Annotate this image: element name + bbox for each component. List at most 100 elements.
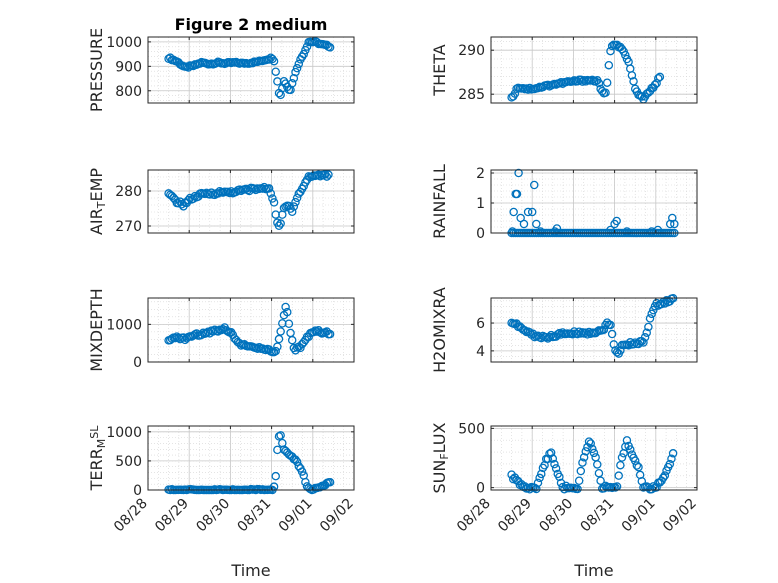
data-point: [530, 180, 539, 190]
x-tick-label: 08/29: [152, 496, 192, 536]
data-point: [269, 198, 279, 207]
axes-frame: [490, 297, 698, 363]
data-point: [297, 467, 307, 476]
plot-area: [148, 426, 354, 490]
data-point: [289, 74, 299, 83]
data-point: [650, 80, 660, 89]
y-tick-label: 0: [476, 481, 485, 497]
y-tick-label: 2: [476, 166, 485, 182]
data-point: [291, 67, 300, 77]
axes-frame: [490, 169, 698, 234]
y-tick-label: 290: [458, 43, 485, 59]
x-tick-label: 09/02: [317, 496, 357, 536]
y-axis-label-part: MIXDEPTH: [87, 288, 106, 371]
data-point: [276, 431, 285, 440]
data-point: [670, 219, 679, 229]
y-tick-label: 500: [115, 454, 142, 470]
data-point: [271, 471, 280, 481]
data-point: [273, 342, 282, 351]
data-point: [268, 194, 277, 203]
data-point: [606, 320, 615, 330]
data-point: [291, 197, 300, 207]
plot-area: [491, 170, 697, 233]
data-point: [294, 59, 304, 69]
y-tick-label: 4: [476, 344, 485, 360]
data-point: [550, 459, 559, 469]
data-point: [552, 224, 562, 233]
data-point: [668, 449, 678, 458]
data-point: [325, 477, 335, 487]
y-axis-label-part: EMP: [87, 168, 106, 202]
y-axis-label: THETA: [430, 44, 449, 96]
data-point: [276, 219, 285, 228]
subplot-4: 0 1 2 RAINFALL: [430, 164, 698, 242]
data-point: [268, 54, 277, 64]
data-point: [508, 227, 517, 236]
data-point: [607, 329, 617, 339]
data-point: [533, 478, 543, 488]
data-point: [640, 333, 650, 342]
y-tick-label: 800: [115, 84, 142, 100]
axes-frame: [490, 36, 698, 104]
y-axis-label-part: LUX: [430, 422, 449, 453]
data-point: [647, 227, 656, 236]
data-point: [512, 189, 522, 199]
data-point: [276, 327, 285, 336]
y-tick-label: 6: [476, 316, 485, 332]
data-point: [284, 319, 294, 329]
axes-frame: [147, 36, 355, 104]
data-point: [325, 43, 335, 52]
data-point: [588, 444, 597, 454]
y-axis-label: SUNFLUX: [430, 422, 451, 493]
y-axis-label-part: THETA: [430, 44, 449, 96]
data-point: [289, 202, 299, 211]
data-point: [645, 314, 655, 323]
data-point: [291, 455, 300, 464]
data-point: [537, 469, 546, 479]
y-axis-label: TERRMSL: [87, 425, 108, 492]
y-axis-label: MIXDEPTH: [87, 288, 106, 371]
data-point: [519, 219, 529, 229]
y-axis-label: RAINFALL: [430, 164, 449, 239]
data-point: [617, 453, 627, 462]
x-axis-label-right: Time: [573, 561, 613, 580]
data-point: [604, 60, 614, 70]
data-point: [622, 436, 632, 445]
data-point: [602, 78, 612, 87]
data-point: [655, 72, 665, 82]
data-point: [546, 448, 556, 457]
y-tick-label: 900: [115, 59, 142, 75]
data-point: [621, 50, 630, 60]
data-point: [271, 346, 280, 356]
data-point: [634, 462, 643, 472]
y-axis-label-part: F: [438, 453, 451, 459]
data-point: [320, 170, 330, 179]
data-point: [269, 56, 279, 66]
data-point: [274, 432, 284, 441]
data-point: [589, 448, 599, 458]
data-point: [622, 227, 632, 236]
data-point: [274, 334, 284, 344]
data-point: [609, 340, 619, 349]
y-tick-label: 500: [458, 421, 485, 437]
x-tick-label: 09/02: [660, 496, 700, 536]
data-point: [667, 454, 676, 464]
y-tick-label: 280: [115, 184, 142, 200]
data-point: [596, 476, 605, 485]
data-point: [283, 307, 292, 317]
subplot-2: 285 290 THETA: [430, 36, 698, 104]
data-point: [514, 168, 523, 178]
data-point: [292, 457, 302, 467]
y-axis-label-part: SUN: [430, 460, 449, 494]
y-axis-label-part: TERR: [87, 448, 106, 491]
data-point: [527, 207, 537, 217]
data-point: [606, 225, 615, 235]
y-axis-label-part: SL: [88, 425, 101, 439]
data-point: [644, 322, 653, 332]
y-axis-label-part: RAINFALL: [430, 164, 449, 239]
data-point: [616, 460, 625, 470]
data-point: [287, 207, 297, 217]
data-point: [523, 207, 533, 217]
y-tick-label: 0: [133, 355, 142, 371]
x-tick-label: 08/30: [536, 496, 576, 536]
